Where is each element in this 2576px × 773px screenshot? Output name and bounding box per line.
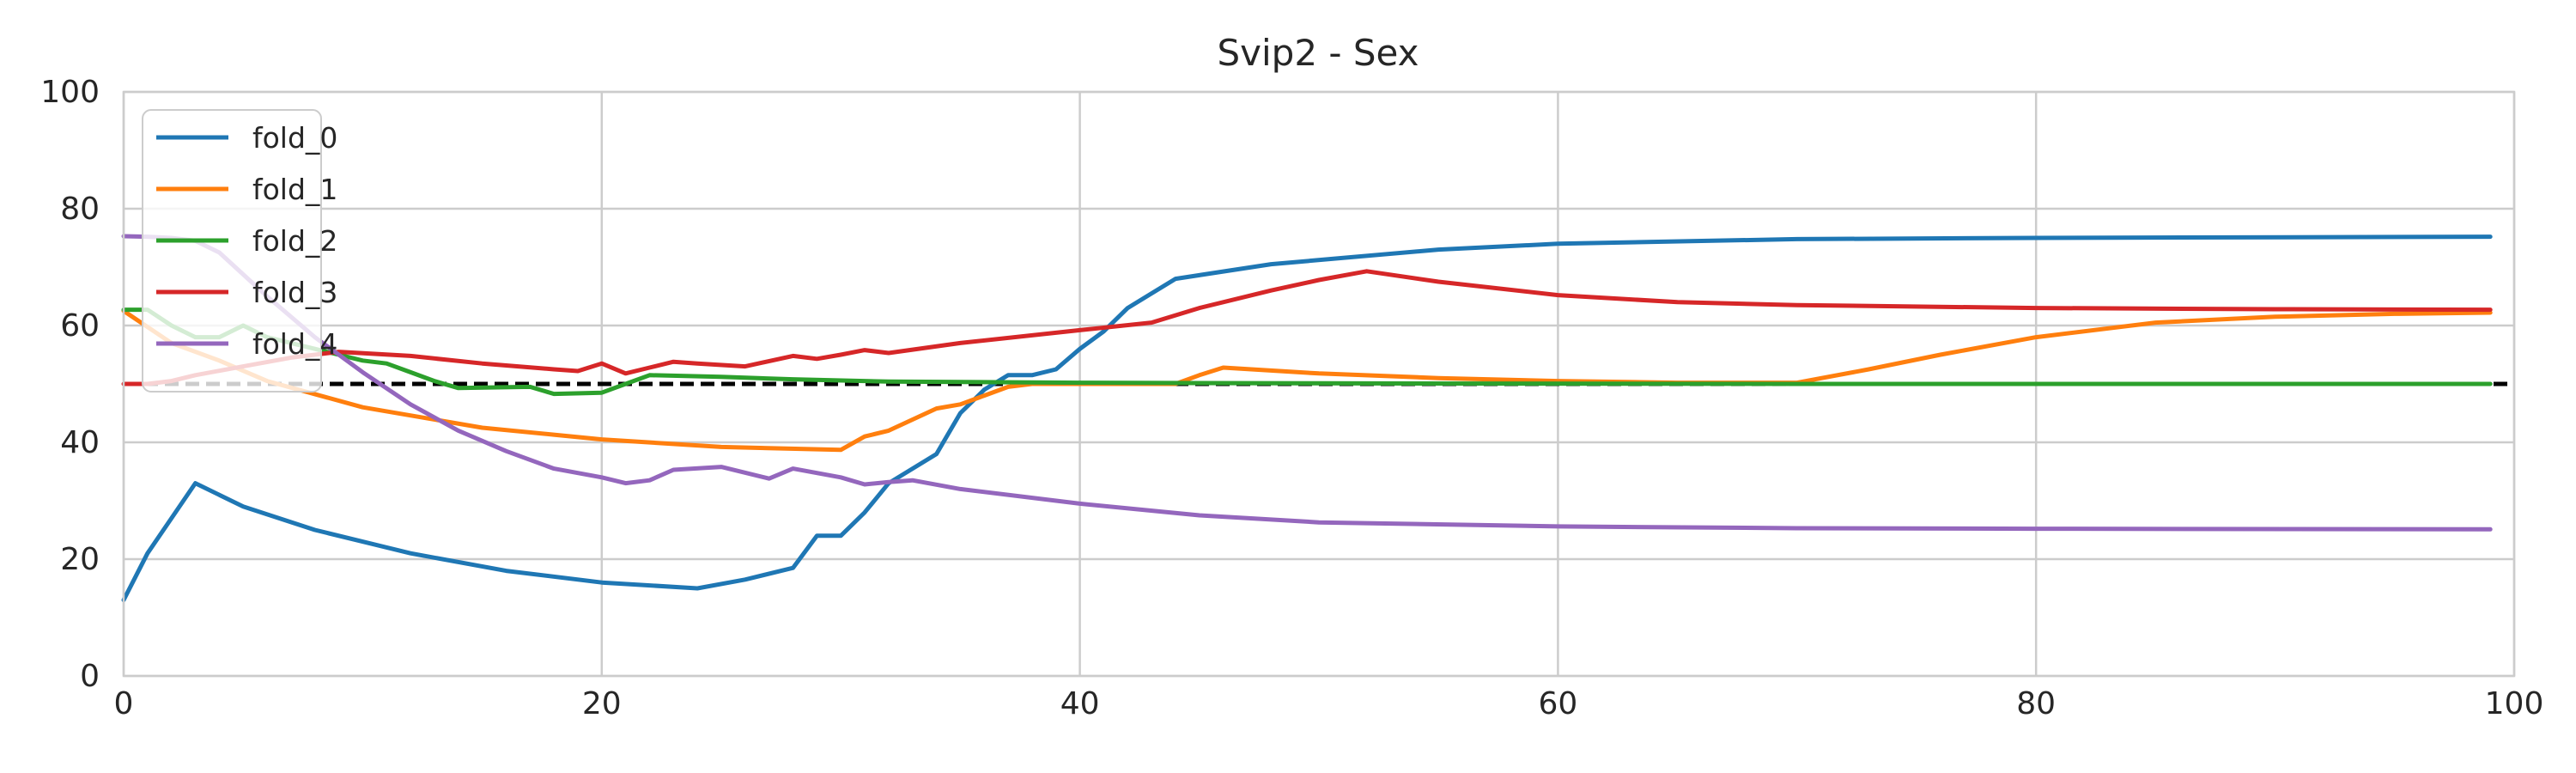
legend-label: fold_2 xyxy=(252,224,337,258)
y-tick-label: 60 xyxy=(60,308,100,344)
legend-label: fold_4 xyxy=(252,327,337,361)
y-tick-label: 100 xyxy=(40,75,100,110)
series-line-fold-2 xyxy=(121,307,2493,397)
series-line-fold-1 xyxy=(121,308,2493,453)
plot-frame xyxy=(122,90,2516,678)
legend-label: fold_3 xyxy=(252,276,337,309)
x-tick-label: 60 xyxy=(1538,686,1577,721)
legend-label: fold_1 xyxy=(252,173,337,206)
legend[interactable]: fold_0 fold_1 fold_2 fold_3 fold_4 xyxy=(142,109,337,393)
x-tick-label: 40 xyxy=(1060,686,1100,721)
x-tick-label: 0 xyxy=(114,686,134,721)
legend-label: fold_0 xyxy=(252,121,337,155)
series-line-fold-3 xyxy=(121,269,2493,386)
legend-box xyxy=(142,109,322,393)
x-tick-label: 80 xyxy=(2016,686,2056,721)
x-tick-label: 20 xyxy=(582,686,622,721)
y-tick-label: 0 xyxy=(80,659,100,694)
axis-ticks: 0 20 40 60 80 100 0 20 40 60 80 100 xyxy=(40,75,2543,721)
chart-title: Svip2 - Sex xyxy=(1217,32,1419,74)
series-line-fold-0 xyxy=(121,234,2493,603)
y-tick-label: 80 xyxy=(60,192,100,227)
y-tick-label: 40 xyxy=(60,425,100,460)
x-tick-label: 100 xyxy=(2485,686,2544,721)
y-tick-label: 20 xyxy=(60,542,100,577)
series-layer xyxy=(121,234,2493,603)
